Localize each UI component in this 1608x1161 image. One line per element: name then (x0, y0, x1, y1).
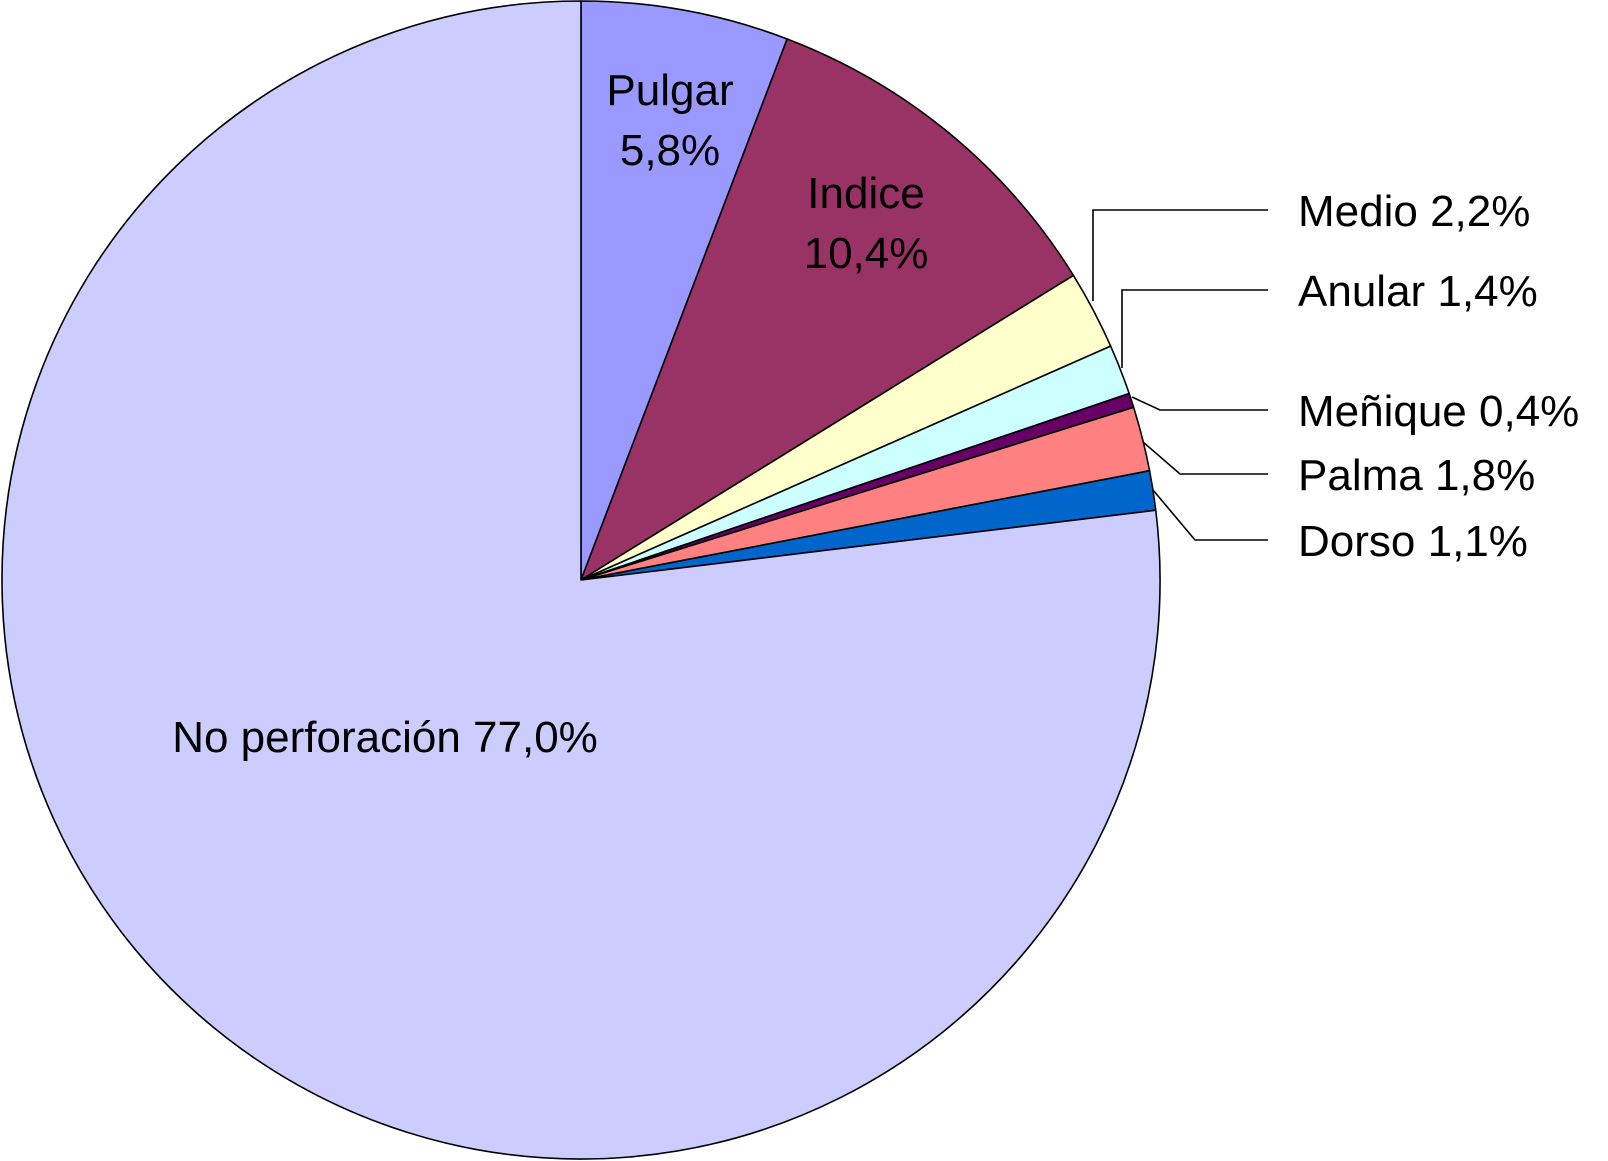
pie-slices (1, 0, 1161, 1160)
label-palma: Palma 1,8% (1298, 451, 1535, 500)
label-medio: Medio 2,2% (1298, 187, 1530, 236)
leader-line-dorso (1152, 489, 1268, 541)
label-dorso: Dorso 1,1% (1298, 517, 1528, 566)
leader-line-menique (1131, 396, 1268, 411)
label-menique: Meñique 0,4% (1298, 387, 1579, 436)
label-no-perforacion: No perforación 77,0% (172, 713, 598, 762)
leader-line-anular (1121, 289, 1268, 368)
slice-labels: Pulgar 5,8% Indice 10,4% Medio 2,2% Anular 1,… (172, 66, 1579, 762)
slice-pulgar (580, 0, 788, 581)
label-anular: Anular 1,4% (1298, 267, 1538, 316)
label-indice-line-2: 10,4% (804, 229, 929, 278)
label-pulgar-line-1: Pulgar (606, 66, 733, 115)
leader-line-medio (1092, 209, 1268, 301)
label-pulgar-line-2: 5,8% (620, 126, 720, 175)
slice-no-perforacion (1, 0, 1161, 1160)
leader-lines (1092, 209, 1268, 541)
slice-indice (580, 38, 1075, 581)
label-indice-line-1: Indice (807, 169, 924, 218)
leader-line-palma (1142, 441, 1268, 475)
